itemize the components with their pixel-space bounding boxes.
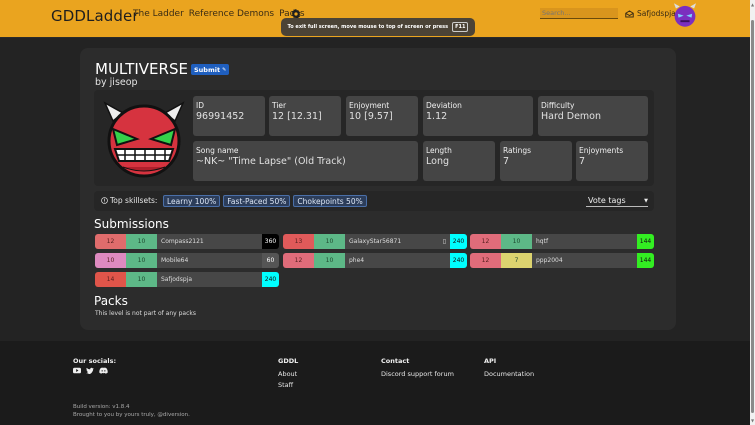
submit-icon: ✎ (222, 66, 227, 73)
inbox-icon[interactable] (625, 9, 634, 18)
stat-id: ID 96991452 (193, 96, 265, 136)
nav-links: The Ladder Reference Demons Packs (133, 9, 305, 19)
site-logo[interactable]: GDDLadder (51, 7, 139, 25)
level-creator: by jiseop (95, 77, 138, 88)
toast-text: To exit full screen, move mouse to top o… (287, 24, 449, 30)
vote-tags-dropdown[interactable]: Vote tags ▼ (586, 196, 648, 207)
api-heading: API (484, 357, 497, 365)
stat-tier: Tier 12 [12.31] (269, 96, 341, 136)
discord-support-link[interactable]: Discord support forum (381, 370, 454, 378)
submission-row[interactable]: 12 10 Compass2121 360 (95, 234, 279, 249)
skillsets-label: Top skillsets: (101, 196, 157, 205)
submission-refresh-rate: 240 (450, 253, 467, 268)
submission-player: ppp2004 (532, 253, 637, 268)
submission-tier: 12 (470, 234, 501, 249)
nav-the-ladder[interactable]: The Ladder (133, 9, 184, 19)
submission-refresh-rate: 240 (262, 272, 279, 287)
skillset-tag[interactable]: Learny 100% (163, 195, 221, 207)
mobile-icon: ▯ (442, 238, 446, 245)
submission-player: Safjodspja (157, 272, 262, 287)
stat-deviation: Deviation 1.12 (423, 96, 533, 136)
submission-row[interactable]: 13 10 GalaxyStar56871 ▯ 240 (283, 234, 467, 249)
submission-refresh-rate: 360 (262, 234, 279, 249)
submit-button[interactable]: Submit ✎ (191, 64, 230, 75)
gear-icon[interactable] (291, 9, 301, 19)
skillset-tag[interactable]: Fast-Paced 50% (223, 195, 291, 207)
gddl-heading: GDDL (278, 357, 299, 365)
submission-tier: 12 (283, 253, 314, 268)
packs-empty-text: This level is not part of any packs (95, 310, 197, 317)
submission-refresh-rate: 144 (637, 253, 654, 268)
submission-enjoyment: 10 (501, 234, 532, 249)
submission-tier: 12 (95, 234, 126, 249)
level-title: MULTIVERSE (95, 60, 188, 78)
about-link[interactable]: About (278, 370, 298, 378)
submission-enjoyment: 7 (501, 253, 532, 268)
info-icon[interactable] (101, 197, 108, 204)
stat-ratings: Ratings 7 (500, 141, 572, 181)
submission-player: Mobile64 (157, 253, 262, 268)
submission-enjoyment: 10 (314, 253, 345, 268)
submission-refresh-rate: 144 (637, 234, 654, 249)
contact-heading: Contact (381, 357, 410, 365)
page-scrollbar[interactable]: ▲ ▼ (750, 0, 755, 425)
submission-row[interactable]: 14 10 Safjodspja 240 (95, 272, 279, 287)
stat-difficulty: Difficulty Hard Demon (538, 96, 648, 136)
submission-row[interactable]: 12 10 phe4 240 (283, 253, 467, 268)
submit-label: Submit (194, 65, 221, 74)
stat-enjoyment: Enjoyment 10 [9.57] (346, 96, 418, 136)
skillset-tags: Learny 100% Fast-Paced 50% Chokepoints 5… (163, 195, 367, 207)
social-links (73, 367, 108, 374)
skillset-tag[interactable]: Chokepoints 50% (293, 195, 367, 207)
submission-player: Compass2121 (157, 234, 262, 249)
toast-key: F11 (452, 22, 469, 32)
socials-heading: Our socials: (73, 357, 117, 365)
stat-enjoyments: Enjoyments 7 (576, 141, 648, 181)
submission-refresh-rate: 240 (450, 234, 467, 249)
submission-enjoyment: 10 (314, 234, 345, 249)
submission-row[interactable]: 12 10 hqtf 144 (470, 234, 654, 249)
user-menu[interactable]: Safjodspja (625, 9, 676, 18)
search-input[interactable] (540, 8, 618, 19)
staff-link[interactable]: Staff (278, 381, 294, 389)
submission-enjoyment: 10 (126, 234, 157, 249)
submission-tier: 10 (95, 253, 126, 268)
submission-player: hqtf (532, 234, 637, 249)
submissions-heading: Submissions (94, 217, 169, 231)
submission-player: GalaxyStar56871 ▯ (345, 234, 450, 249)
fullscreen-toast: To exit full screen, move mouse to top o… (281, 18, 475, 36)
youtube-icon[interactable] (73, 367, 81, 374)
scroll-down-arrow[interactable]: ▼ (750, 418, 755, 423)
nav-reference-demons[interactable]: Reference Demons (188, 9, 275, 19)
credit-text: Brought to you by yours truly, @diversio… (73, 412, 190, 418)
submission-player: phe4 (345, 253, 450, 268)
submission-enjoyment: 10 (126, 253, 157, 268)
submission-tier: 13 (283, 234, 314, 249)
user-avatar[interactable] (672, 2, 698, 28)
hard-demon-icon (103, 101, 185, 178)
submission-row[interactable]: 10 10 Mobile64 60 (95, 253, 279, 268)
submission-tier: 14 (95, 272, 126, 287)
submission-refresh-rate: 60 (262, 253, 279, 268)
stat-length: Length Long (423, 141, 495, 181)
twitter-icon[interactable] (86, 367, 94, 374)
stat-song-name: Song name ~NK~ "Time Lapse" (Old Track) (193, 141, 418, 181)
submission-row[interactable]: 12 7 ppp2004 144 (470, 253, 654, 268)
scrollbar-thumb[interactable] (751, 20, 754, 413)
submission-enjoyment: 10 (126, 272, 157, 287)
username[interactable]: Safjodspja (637, 9, 676, 18)
build-version: Build version: v1.8.4 (73, 404, 130, 410)
submission-tier: 12 (470, 253, 501, 268)
documentation-link[interactable]: Documentation (484, 370, 535, 378)
scroll-up-arrow[interactable]: ▲ (750, 2, 755, 7)
caret-down-icon: ▼ (644, 197, 648, 204)
packs-heading: Packs (94, 294, 128, 308)
build-info: Build version: v1.8.4 Brought to you by … (73, 403, 190, 419)
discord-icon[interactable] (99, 367, 108, 374)
footer (0, 341, 750, 425)
